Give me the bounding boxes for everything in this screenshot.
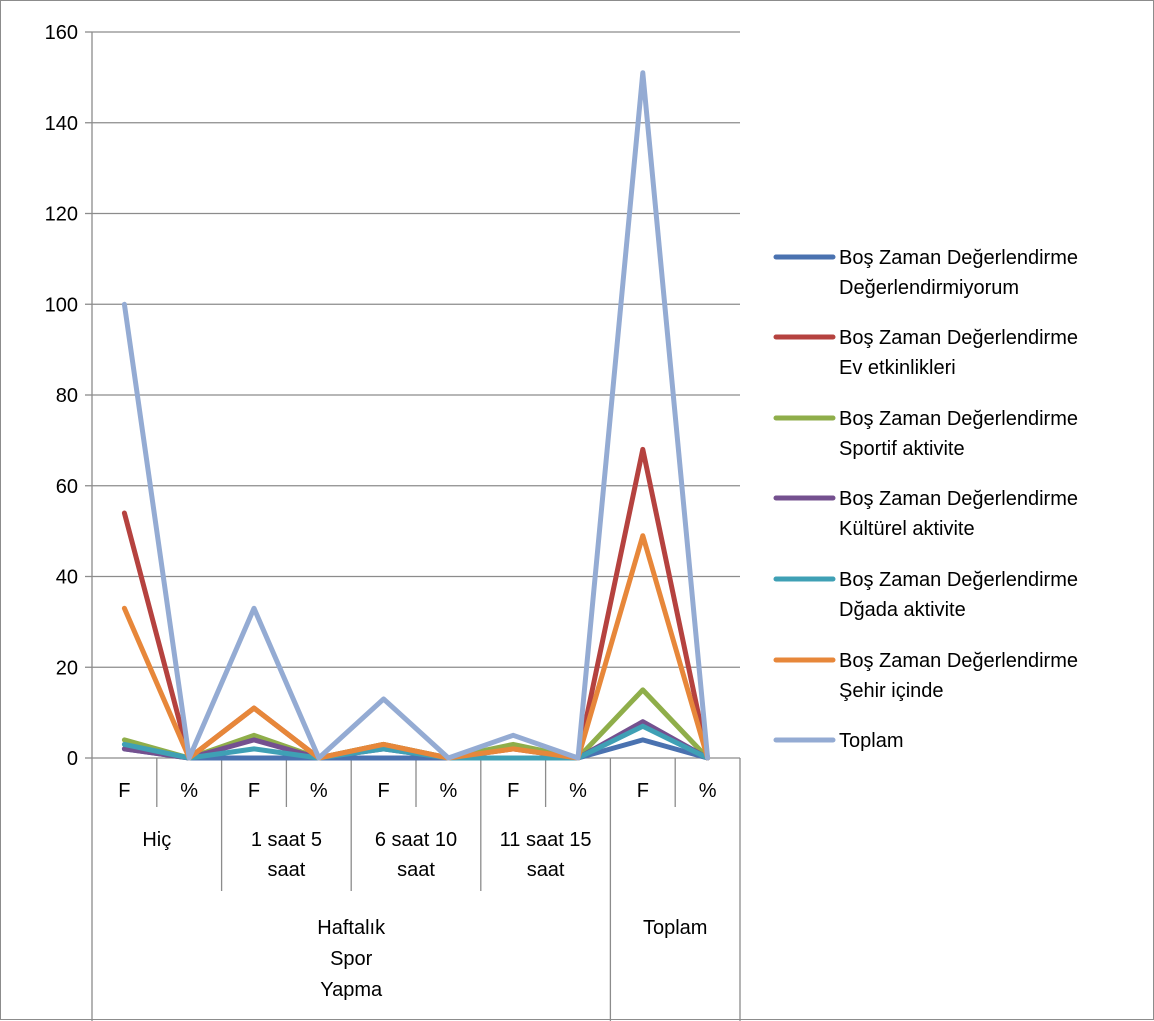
legend-label: Sportif aktivite — [839, 438, 965, 460]
y-tick-label: 120 — [45, 204, 78, 226]
x-category-label: F — [637, 780, 649, 802]
x-category-label: % — [440, 780, 458, 802]
x-category-label: % — [699, 780, 717, 802]
y-tick-label: 0 — [67, 748, 78, 770]
legend: Boş Zaman Değerlendirme Değerlendirmiyoru… — [773, 247, 1078, 752]
x-group-label-level2: 1 saat 5 — [251, 829, 322, 851]
x-category-label: % — [310, 780, 328, 802]
legend-label: Ev etkinlikleri — [839, 357, 956, 379]
x-category-label: F — [248, 780, 260, 802]
legend-label: Boş Zaman Değerlendirme — [839, 650, 1078, 672]
gridlines — [92, 31, 740, 759]
x-group-label-level2: saat — [267, 859, 305, 881]
series-lines — [121, 70, 711, 761]
x-group-label-level2: 11 saat 15 — [500, 829, 592, 851]
legend-label: Boş Zaman Değerlendirme — [839, 569, 1078, 591]
legend-label: Kültürel aktivite — [839, 518, 975, 540]
x-group-label-level2: Hiç — [142, 829, 171, 851]
x-group-label-level3: Toplam — [643, 917, 707, 939]
legend-label: Boş Zaman Değerlendirme — [839, 327, 1078, 349]
x-group-label-level3: Spor — [330, 948, 373, 970]
y-tick-label: 140 — [45, 113, 78, 135]
y-tick-label: 40 — [56, 567, 78, 589]
legend-label: Boş Zaman Değerlendirme — [839, 408, 1078, 430]
x-category-label: F — [118, 780, 130, 802]
x-group-label-level2: saat — [397, 859, 435, 881]
x-category-label: F — [377, 780, 389, 802]
y-tick-label: 20 — [56, 657, 78, 679]
y-tick-label: 100 — [45, 294, 78, 316]
x-group-label-level3: Haftalık — [317, 917, 386, 939]
y-axis-tick-labels: 0 20 40 60 80 100 120 140 160 — [45, 22, 78, 770]
legend-label: Şehir içinde — [839, 680, 944, 702]
y-tick-label: 80 — [56, 385, 78, 407]
series-line-7 — [121, 70, 711, 761]
legend-label: Toplam — [839, 730, 903, 752]
x-axis-category-labels: F% F% F% F% F % Hiç 1 saat 5 saat 6 saat 10 saat 11… — [118, 780, 716, 1001]
x-category-label: % — [569, 780, 587, 802]
x-group-label-level2: 6 saat 10 — [375, 829, 457, 851]
legend-label: Boş Zaman Değerlendirme — [839, 247, 1078, 269]
x-category-label: % — [180, 780, 198, 802]
legend-label: Dğada aktivite — [839, 599, 966, 621]
series-line-6 — [121, 533, 711, 761]
y-tick-label: 160 — [45, 22, 78, 44]
legend-label: Boş Zaman Değerlendirme — [839, 488, 1078, 510]
y-tick-label: 60 — [56, 476, 78, 498]
axes — [85, 31, 741, 1021]
x-group-label-level2: saat — [527, 859, 565, 881]
x-category-label: F — [507, 780, 519, 802]
legend-label: Değerlendirmiyorum — [839, 277, 1019, 299]
series-line-1 — [121, 737, 711, 761]
x-group-label-level3: Yapma — [320, 979, 383, 1001]
